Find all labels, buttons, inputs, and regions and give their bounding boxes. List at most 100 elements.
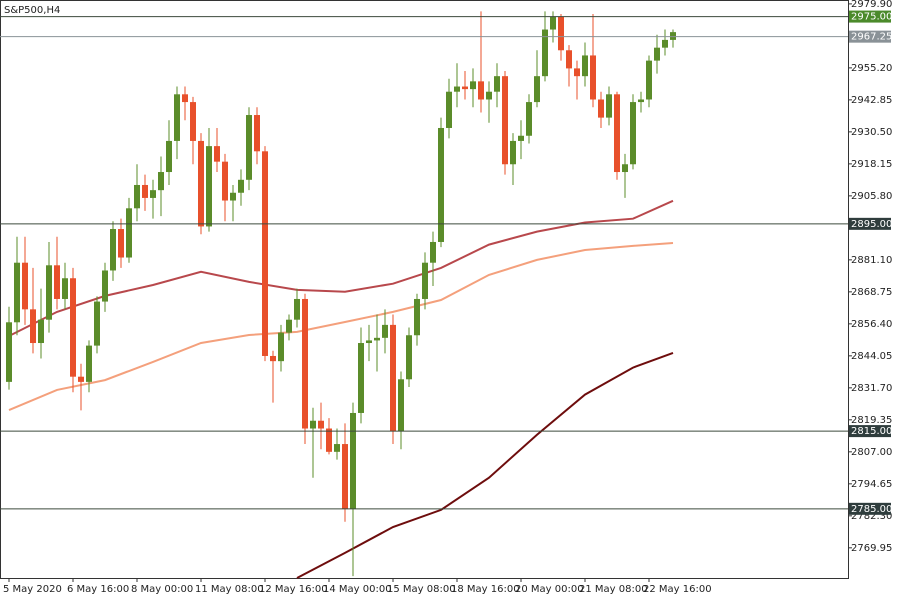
candle-body <box>438 127 444 242</box>
candle-body <box>382 324 388 338</box>
candle-body <box>22 262 28 310</box>
candle-body <box>150 190 156 198</box>
candle-body <box>38 319 44 344</box>
level-label: 2895.00 <box>851 219 892 230</box>
x-tick-label: 6 May 16:00 <box>67 584 129 595</box>
candle-body <box>502 76 508 165</box>
candle-body <box>558 16 564 51</box>
level-label-box <box>849 502 891 515</box>
candle-body <box>614 94 620 173</box>
candle-body <box>30 309 36 344</box>
candle-body <box>374 337 380 341</box>
candle-body <box>222 161 228 201</box>
candle-body <box>302 298 308 429</box>
candle-body <box>286 319 292 333</box>
candle-body <box>166 140 172 173</box>
level-label: 2967.25 <box>851 32 892 43</box>
x-tick-label: 11 May 08:00 <box>195 584 264 595</box>
candle-body <box>358 343 364 413</box>
candle-body <box>622 164 628 173</box>
level-label-box <box>849 30 891 43</box>
level-label: 2815.00 <box>851 426 892 437</box>
candle-body <box>494 76 500 92</box>
candle-body <box>214 146 220 162</box>
moving-average <box>296 351 674 579</box>
candle-body <box>398 379 404 432</box>
candle-body <box>134 184 140 209</box>
candle-body <box>310 420 316 429</box>
candle-body <box>14 262 20 323</box>
level-label: 2975.00 <box>851 12 892 23</box>
candle-body <box>582 55 588 77</box>
y-tick-label: 2831.70 <box>851 383 892 394</box>
y-tick-label: 2881.10 <box>851 255 892 266</box>
level-label: 2785.00 <box>851 504 892 515</box>
candle-body <box>518 135 524 141</box>
x-tick-label: 15 May 08:00 <box>387 584 456 595</box>
candle-body <box>190 102 196 141</box>
candle-body <box>174 94 180 141</box>
candle-body <box>294 298 300 320</box>
candle-body <box>230 192 236 201</box>
y-tick-label: 2856.40 <box>851 319 892 330</box>
candle-body <box>334 444 340 452</box>
x-tick-label: 5 May 2020 <box>3 584 62 595</box>
candle-body <box>6 322 12 382</box>
candle-body <box>350 412 356 509</box>
level-label-box <box>849 10 891 23</box>
candle-body <box>238 179 244 193</box>
candle-body <box>510 140 516 165</box>
x-tick-label: 20 May 00:00 <box>515 584 584 595</box>
candle-body <box>486 91 492 100</box>
x-tick-label: 12 May 16:00 <box>259 584 328 595</box>
candle-body <box>102 270 108 302</box>
candle-body <box>406 335 412 380</box>
candle-body <box>598 99 604 118</box>
y-tick-label: 2844.05 <box>851 351 892 362</box>
moving-average <box>8 242 674 412</box>
candle-body <box>62 278 68 299</box>
candle-body <box>246 115 252 180</box>
moving-average <box>8 199 674 337</box>
plot-frame <box>0 0 849 579</box>
candle-body <box>550 16 556 30</box>
candle-body <box>670 32 676 40</box>
candle-body <box>110 229 116 271</box>
candle-body <box>86 345 92 382</box>
candle-body <box>390 324 396 432</box>
candle-body <box>606 94 612 118</box>
candle-body <box>590 55 596 100</box>
candle-body <box>662 39 668 48</box>
candle-body <box>462 86 468 90</box>
y-tick-label: 2769.95 <box>851 543 892 554</box>
level-label-box <box>849 425 891 438</box>
candle-body <box>478 81 484 100</box>
candle-body <box>454 86 460 92</box>
candle-body <box>366 340 372 344</box>
x-tick-label: 21 May 08:00 <box>579 584 648 595</box>
candle-body <box>278 332 284 362</box>
candle-body <box>254 115 260 152</box>
candle-body <box>126 208 132 258</box>
candle-body <box>430 241 436 263</box>
chart-title: S&P500,H4 <box>4 5 60 16</box>
candle-body <box>46 265 52 320</box>
y-tick-label: 2955.20 <box>851 63 892 74</box>
level-label-box <box>849 217 891 230</box>
candle-body <box>182 94 188 103</box>
candle-body <box>630 102 636 165</box>
candle-body <box>262 151 268 356</box>
candle-body <box>70 278 76 377</box>
candle-body <box>118 229 124 258</box>
y-tick-label: 2942.85 <box>851 95 892 106</box>
candle-body <box>342 444 348 509</box>
candle-body <box>638 99 644 103</box>
candle-body <box>94 301 100 346</box>
candle-body <box>654 47 660 61</box>
y-tick-label: 2930.50 <box>851 127 892 138</box>
y-tick-label: 2807.00 <box>851 447 892 458</box>
candle-body <box>446 91 452 128</box>
x-tick-label: 18 May 16:00 <box>451 584 520 595</box>
